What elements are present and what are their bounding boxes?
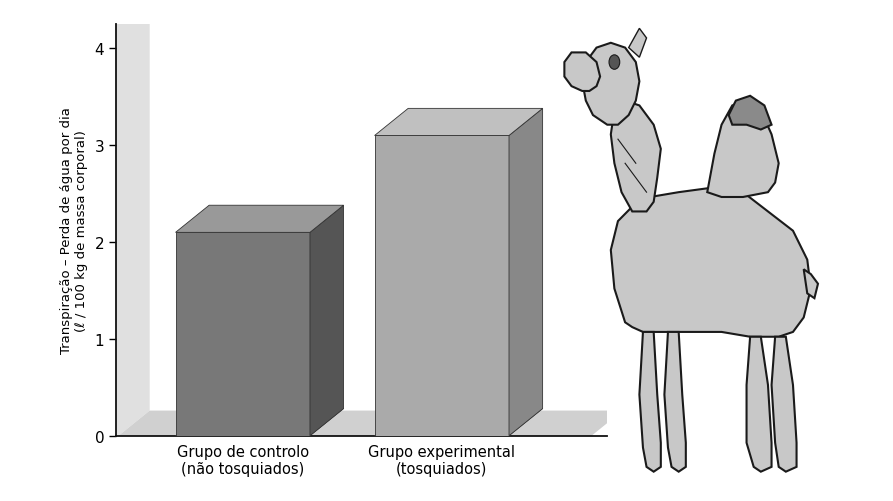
Polygon shape (707, 101, 779, 197)
Polygon shape (804, 270, 818, 299)
Y-axis label: Transpiração – Perda de água por dia
(ℓ / 100 kg de massa corporal): Transpiração – Perda de água por dia (ℓ … (60, 107, 88, 354)
Polygon shape (611, 101, 661, 212)
Polygon shape (629, 29, 647, 58)
Polygon shape (509, 109, 543, 436)
Polygon shape (374, 409, 543, 436)
Polygon shape (564, 53, 600, 92)
Polygon shape (310, 206, 344, 436)
Polygon shape (611, 188, 811, 337)
Polygon shape (729, 97, 772, 130)
Polygon shape (772, 337, 797, 472)
Polygon shape (374, 109, 543, 136)
Polygon shape (374, 136, 509, 436)
Polygon shape (176, 233, 310, 436)
Polygon shape (116, 411, 622, 438)
Polygon shape (747, 337, 772, 472)
Polygon shape (664, 332, 686, 472)
Polygon shape (176, 409, 344, 436)
Polygon shape (176, 206, 344, 233)
Polygon shape (116, 0, 150, 438)
Polygon shape (639, 332, 661, 472)
Circle shape (609, 56, 620, 70)
Polygon shape (582, 44, 639, 125)
